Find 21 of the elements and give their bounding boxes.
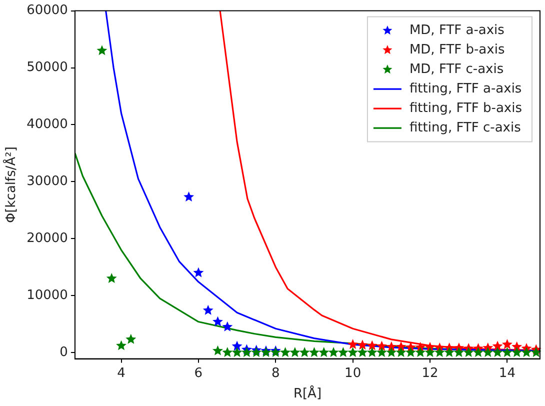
x-tick-label: 6	[194, 366, 203, 381]
x-tick-label: 12	[422, 366, 438, 381]
y-tick-label: 40000	[26, 117, 68, 132]
y-tick-label: 20000	[26, 231, 68, 246]
legend-label: MD, FTF b-axis	[409, 42, 505, 58]
legend-label: MD, FTF a-axis	[409, 22, 505, 38]
x-tick-label: 10	[344, 366, 362, 381]
legend-label: fitting, FTF b-axis	[409, 100, 522, 116]
legend-label: MD, FTF c-axis	[409, 62, 504, 77]
y-tick-label: 10000	[26, 288, 68, 303]
x-axis-title: R[Å]	[293, 384, 322, 402]
y-tick-label: 50000	[26, 60, 68, 76]
y-tick-label: 0	[60, 344, 68, 360]
x-tick-label: 4	[117, 366, 126, 381]
legend-label: fitting, FTF a-axis	[409, 81, 522, 96]
y-tick-label: 30000	[26, 174, 68, 190]
x-tick-label: 14	[498, 366, 516, 381]
y-axis-title: Φ[kcalfs/Å²]	[2, 146, 20, 224]
legend-label: fitting, FTF c-axis	[409, 120, 522, 136]
y-tick-label: 60000	[26, 3, 68, 18]
x-tick-label: 8	[271, 366, 280, 381]
